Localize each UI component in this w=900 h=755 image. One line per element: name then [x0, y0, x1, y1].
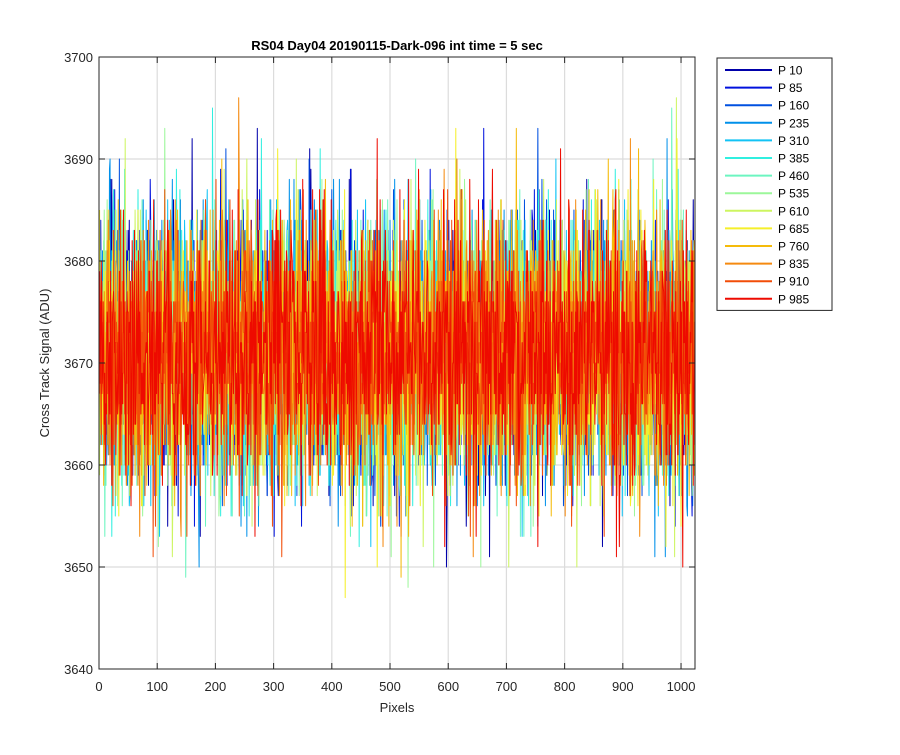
legend-entry-label[interactable]: P 685: [778, 222, 809, 236]
x-tick-label: 100: [146, 679, 168, 694]
legend-entry-label[interactable]: P 235: [778, 116, 809, 130]
x-tick-label: 0: [95, 679, 102, 694]
y-tick-label: 3690: [64, 152, 93, 167]
x-tick-label: 900: [612, 679, 634, 694]
legend-entry-label[interactable]: P 160: [778, 99, 809, 113]
legend-entry-label[interactable]: P 760: [778, 240, 809, 254]
legend[interactable]: P 10 P 85 P 160 P 235 P 310 P 385 P 460 P 535 P …: [716, 57, 833, 311]
x-tick-label: 600: [437, 679, 459, 694]
x-tick-label: 700: [496, 679, 518, 694]
chart-title: RS04 Day04 20190115-Dark-096 int time = …: [251, 38, 543, 53]
y-tick-label: 3640: [64, 662, 93, 677]
y-tick-label: 3700: [64, 50, 93, 65]
x-tick-label: 800: [554, 679, 576, 694]
legend-entry-label[interactable]: P 310: [778, 134, 809, 148]
y-tick-label: 3650: [64, 560, 93, 575]
legend-entry-label[interactable]: P 610: [778, 204, 809, 218]
y-tick-label: 3680: [64, 254, 93, 269]
axis-ticks: 0 100 200 300 400 500 600 700 800 900 1000 3640 3650…: [64, 50, 695, 694]
legend-entry-label[interactable]: P 385: [778, 152, 809, 166]
x-tick-label: 200: [205, 679, 227, 694]
legend-entry-label[interactable]: P 910: [778, 275, 809, 289]
x-axis-label: Pixels: [380, 700, 415, 715]
x-tick-label: 300: [263, 679, 285, 694]
y-axis-label: Cross Track Signal (ADU): [37, 289, 52, 438]
legend-entry-label[interactable]: P 835: [778, 257, 809, 271]
x-tick-label: 500: [379, 679, 401, 694]
legend-entry-label[interactable]: P 535: [778, 187, 809, 201]
legend-entry-label[interactable]: P 460: [778, 169, 809, 183]
y-tick-label: 3660: [64, 458, 93, 473]
plot-area: [99, 97, 696, 599]
legend-entry-label[interactable]: P 985: [778, 292, 809, 306]
x-tick-label: 1000: [667, 679, 696, 694]
legend-entry-label[interactable]: P 85: [778, 81, 803, 95]
series-line-p985: [99, 138, 696, 568]
y-tick-label: 3670: [64, 356, 93, 371]
x-tick-label: 400: [321, 679, 343, 694]
legend-entry-label[interactable]: P 10: [778, 64, 803, 78]
legend-box: [716, 57, 833, 311]
